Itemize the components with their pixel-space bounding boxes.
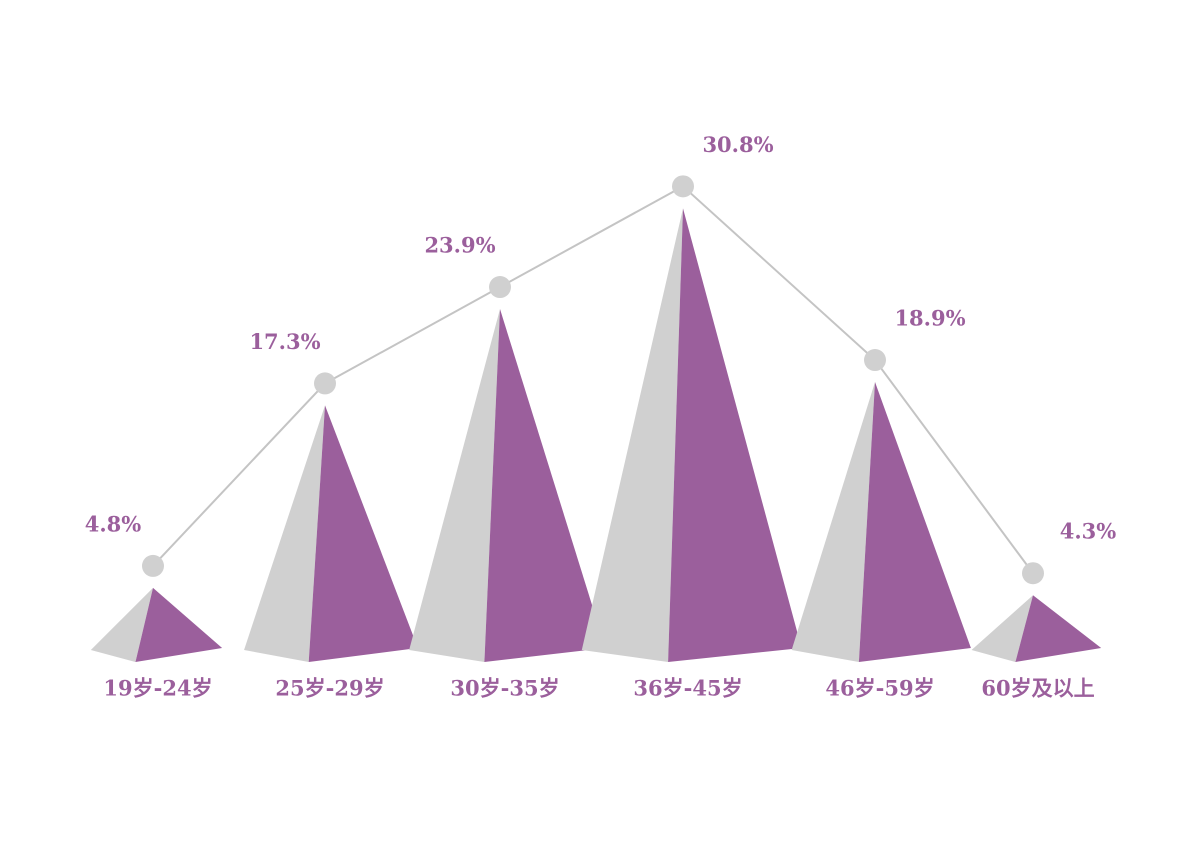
pyramid-right-face — [1015, 595, 1102, 662]
trend-line — [152, 185, 1034, 574]
pyramid-right-face — [484, 309, 606, 662]
value-label: 17.3% — [249, 329, 320, 354]
value-label: 4.3% — [1060, 519, 1117, 544]
category-label: 30岁-35岁 — [450, 676, 559, 701]
pyramid-left-face — [409, 309, 500, 662]
point — [1022, 562, 1044, 585]
pyramid-right-face — [308, 405, 418, 662]
pyramid-left-face — [791, 382, 875, 662]
pyramid-right-face — [858, 382, 971, 662]
point — [142, 554, 164, 577]
pyramid-left-face — [971, 595, 1033, 662]
pyramid-left-face — [581, 208, 683, 662]
point — [864, 349, 886, 372]
category-label: 60岁及以上 — [981, 676, 1094, 701]
value-label: 23.9% — [424, 233, 495, 258]
point — [672, 175, 694, 198]
pyramid-left-face — [90, 587, 153, 662]
category-label: 46岁-59岁 — [825, 676, 934, 701]
pyramid-right-face — [135, 587, 223, 662]
category-label: 36岁-45岁 — [633, 676, 742, 701]
point — [314, 372, 336, 395]
pyramid-left-face — [244, 405, 325, 662]
pyramid-right-face — [668, 208, 802, 662]
point — [489, 276, 511, 299]
category-label: 25岁-29岁 — [275, 676, 384, 701]
value-label: 18.9% — [894, 306, 965, 331]
category-label: 19岁-24岁 — [103, 676, 212, 701]
value-label: 4.8% — [85, 511, 142, 536]
value-label: 30.8% — [702, 132, 773, 157]
